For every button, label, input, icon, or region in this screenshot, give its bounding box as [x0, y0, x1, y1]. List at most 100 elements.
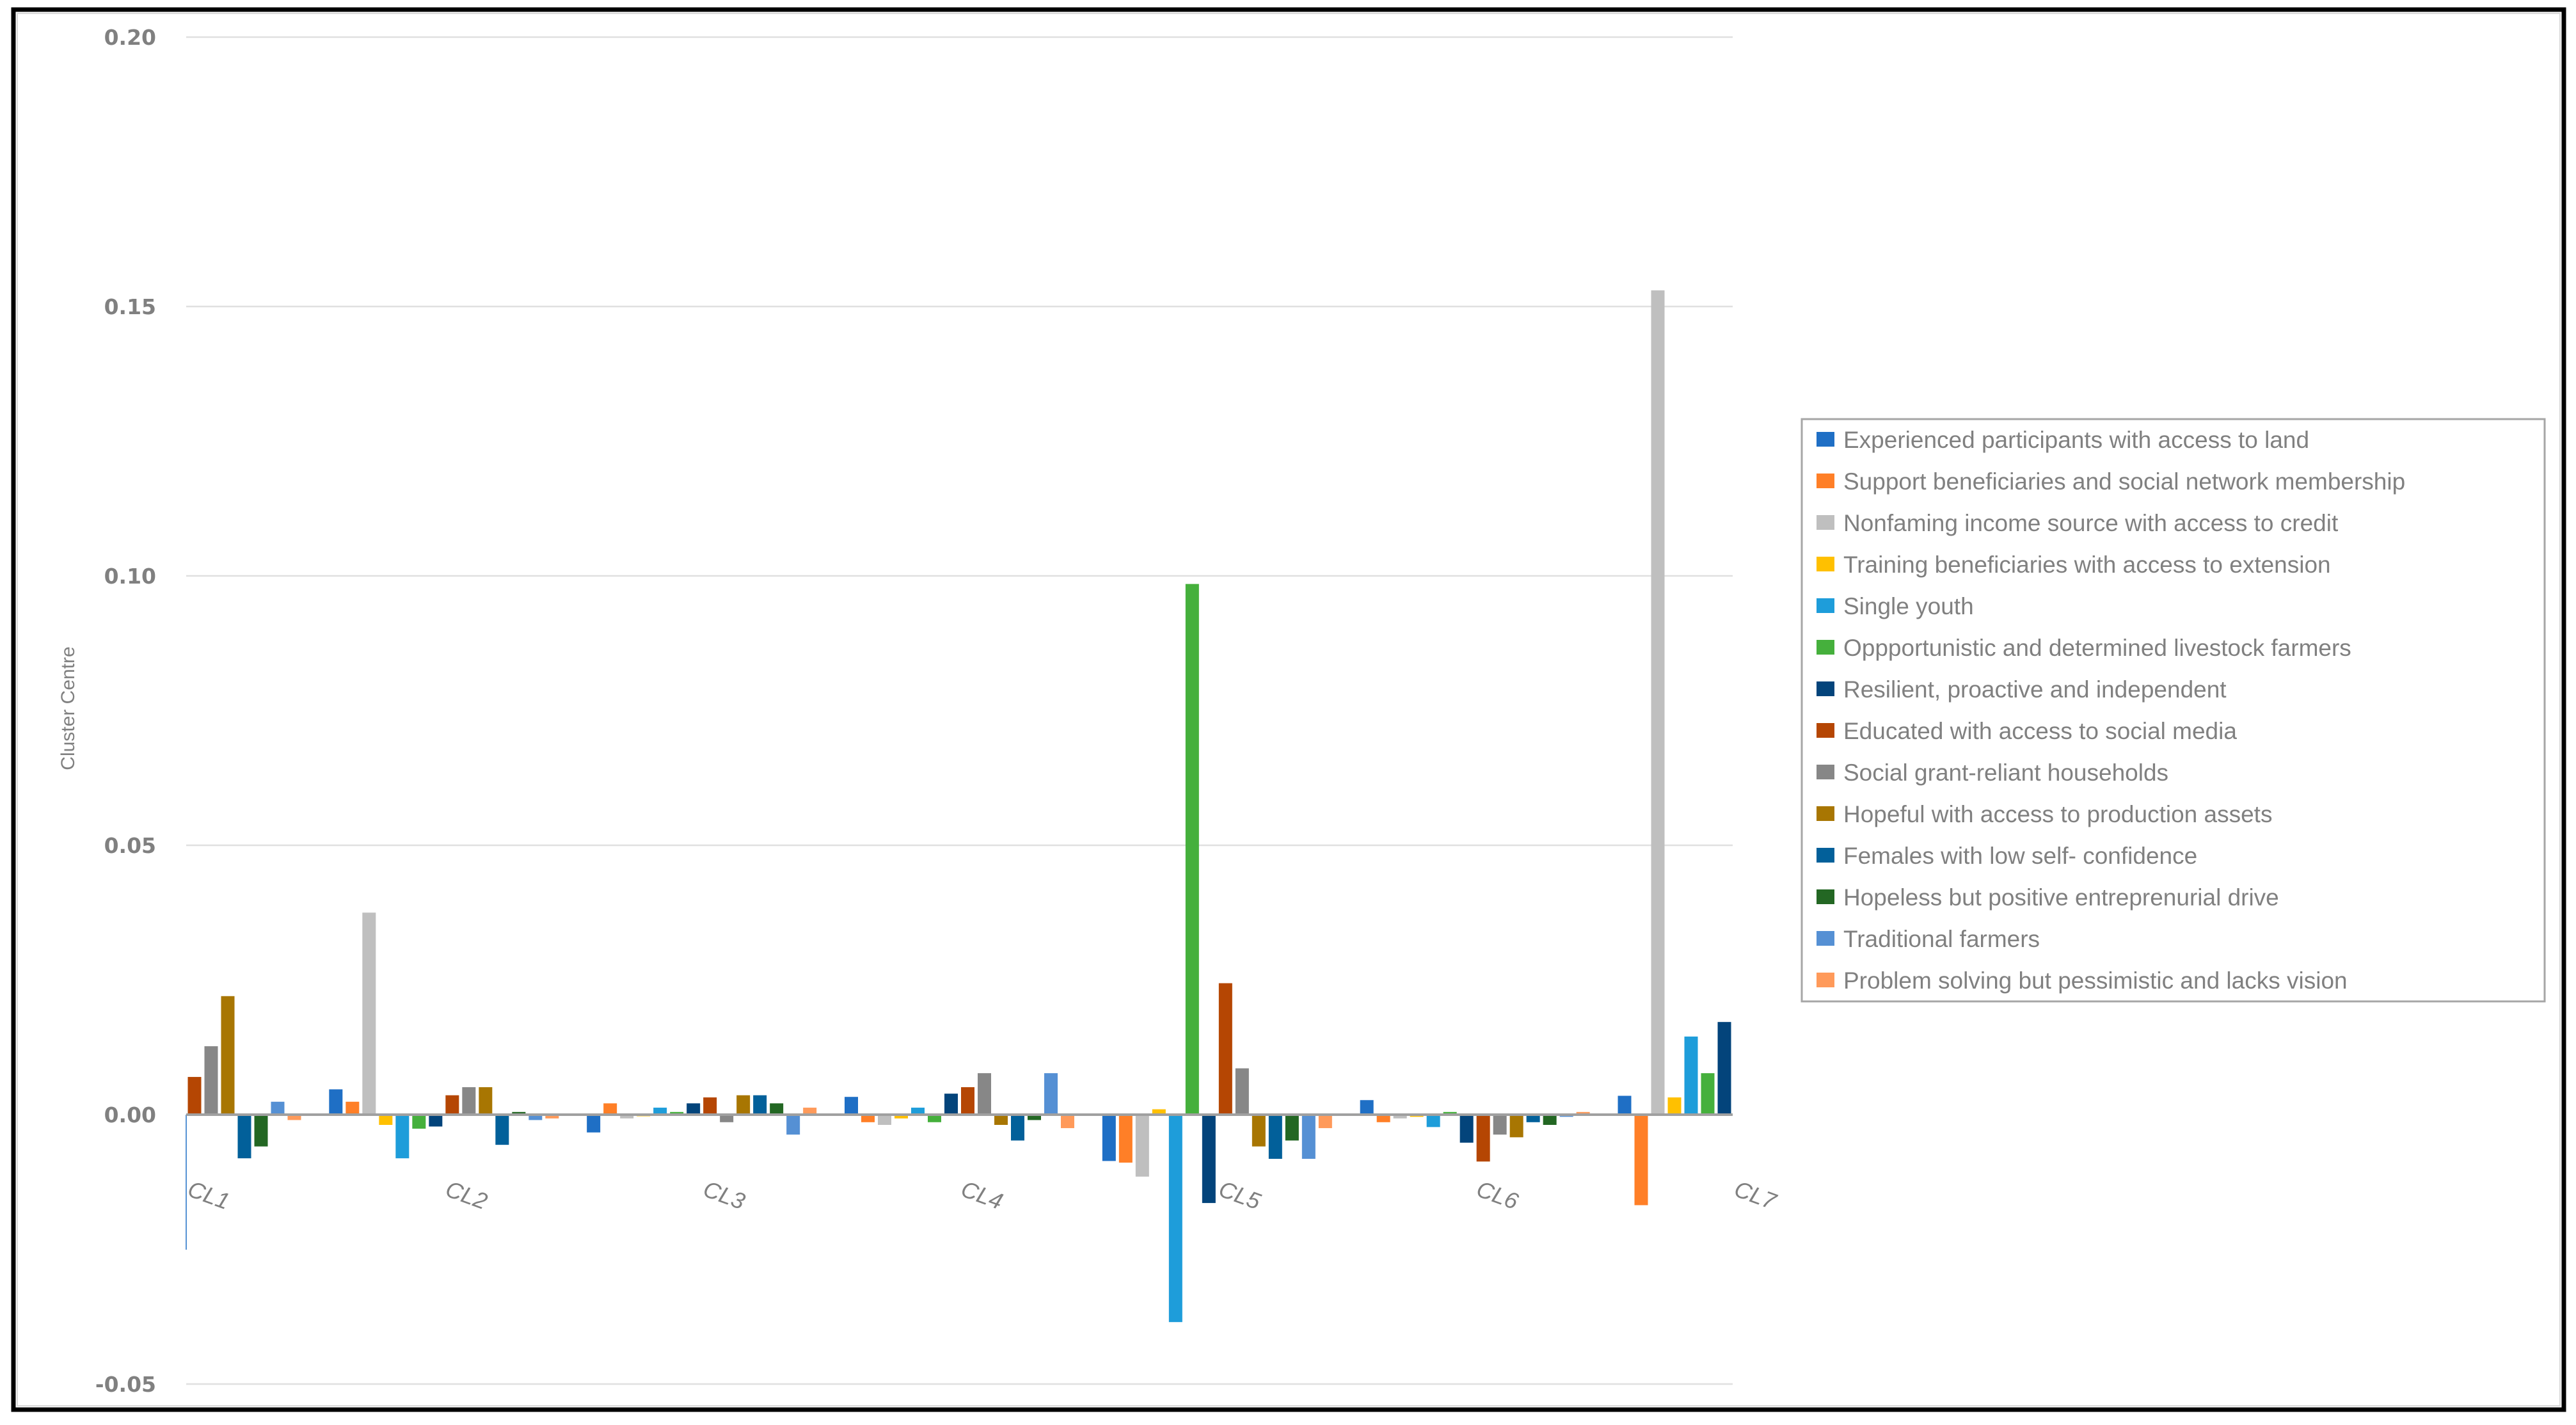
bar: [445, 1095, 459, 1115]
bar: [928, 1115, 941, 1122]
legend-swatch: [1817, 474, 1834, 488]
y-tick-label: 0.20: [104, 25, 156, 50]
bar: [1102, 1115, 1116, 1161]
bar: [1667, 1097, 1682, 1115]
y-axis-label: Cluster Centre: [58, 646, 79, 770]
legend-swatch: [1817, 889, 1834, 904]
y-tick-label: 0.05: [104, 833, 156, 858]
bar: [429, 1115, 443, 1127]
bar: [287, 1115, 301, 1120]
y-tick-label: 0.15: [104, 294, 156, 319]
legend-item: Experienced participants with access to …: [1817, 427, 2309, 453]
legend-label: Females with low self- confidence: [1843, 843, 2197, 869]
y-tick-label: -0.05: [95, 1372, 156, 1397]
bar: [329, 1089, 343, 1115]
bar: [1218, 983, 1232, 1115]
y-tick-label: 0.10: [104, 564, 156, 589]
legend-item: Nonfaming income source with access to c…: [1817, 510, 2339, 536]
bar: [1526, 1115, 1540, 1122]
bar: [1493, 1115, 1507, 1135]
legend-label: Resilient, proactive and independent: [1843, 676, 2227, 703]
legend-label: Educated with access to social media: [1843, 718, 2237, 744]
bar: [770, 1103, 784, 1115]
bar: [362, 912, 376, 1115]
bar: [944, 1094, 958, 1115]
bar: [911, 1108, 925, 1115]
legend-swatch: [1817, 931, 1834, 946]
bar: [1185, 584, 1199, 1115]
bar: [1202, 1115, 1216, 1204]
legend-item: Hopeful with access to production assets: [1817, 801, 2272, 827]
legend-label: Support beneficiaries and social network…: [1843, 468, 2405, 495]
legend-label: Hopeful with access to production assets: [1843, 801, 2272, 827]
legend-label: Traditional farmers: [1843, 926, 2040, 952]
legend-swatch: [1817, 557, 1834, 571]
chart-inner-border: [17, 13, 2561, 1406]
legend-label: Social grant-reliant households: [1843, 760, 2168, 786]
bar: [462, 1087, 476, 1115]
legend-item: Females with low self- confidence: [1817, 843, 2197, 869]
bar: [271, 1101, 285, 1115]
legend-label: Single youth: [1843, 593, 1974, 619]
bar: [1118, 1115, 1133, 1163]
bar: [803, 1108, 817, 1115]
bar: [978, 1073, 991, 1115]
bar: [961, 1087, 974, 1115]
bar: [1701, 1073, 1715, 1115]
bars: [187, 290, 1731, 1323]
legend-item: Support beneficiaries and social network…: [1817, 468, 2405, 495]
bar: [1028, 1115, 1041, 1120]
bar: [495, 1115, 509, 1145]
bar: [1235, 1068, 1249, 1115]
bar: [204, 1046, 218, 1115]
legend-swatch: [1817, 515, 1834, 530]
gridlines: [186, 36, 1733, 1385]
bar: [1061, 1115, 1074, 1129]
bar: [653, 1108, 667, 1115]
bar: [753, 1095, 767, 1115]
y-axis-ticks: 0.20 0.15 0.10 0.05 0.00 -0.05: [95, 25, 156, 1397]
bar: [845, 1097, 858, 1115]
bar: [1135, 1115, 1149, 1177]
legend-item: Training beneficiaries with access to ex…: [1817, 552, 2331, 578]
legend-item: Traditional farmers: [1817, 926, 2040, 952]
bar: [1285, 1115, 1299, 1141]
bar: [529, 1115, 543, 1120]
bar: [1717, 1022, 1731, 1115]
bar: [861, 1115, 875, 1122]
legend-swatch: [1817, 806, 1834, 821]
legend-swatch: [1817, 640, 1834, 655]
legend-swatch: [1817, 848, 1834, 863]
bar: [1476, 1115, 1490, 1162]
bar: [894, 1115, 908, 1119]
bar: [1459, 1115, 1474, 1143]
legend-item: Hopeless but positive entreprenurial dri…: [1817, 884, 2279, 911]
legend-item: Educated with access to social media: [1817, 718, 2237, 744]
bar: [620, 1115, 634, 1119]
legend-swatch: [1817, 432, 1834, 447]
bar: [1543, 1115, 1557, 1125]
legend-swatch: [1817, 681, 1834, 696]
bar: [395, 1115, 409, 1159]
bar: [736, 1095, 751, 1115]
bar: [479, 1087, 493, 1115]
legend-label: Hopeless but positive entreprenurial dri…: [1843, 884, 2279, 911]
bar: [786, 1115, 800, 1135]
legend-swatch: [1817, 765, 1834, 779]
legend-label: Problem solving but pessimistic and lack…: [1843, 967, 2348, 994]
bar: [1252, 1115, 1266, 1147]
bar: [221, 996, 235, 1115]
bar: [1360, 1100, 1374, 1115]
legend-item: Oppportunistic and determined livestock …: [1817, 635, 2351, 661]
legend-swatch: [1817, 723, 1834, 738]
bar: [1152, 1109, 1166, 1115]
bar: [1168, 1115, 1182, 1323]
legend-box: [1801, 418, 2546, 1003]
bar: [237, 1115, 251, 1159]
bar: [1393, 1115, 1407, 1119]
bar: [670, 1111, 684, 1115]
bar: [720, 1115, 734, 1122]
legend-label: Nonfaming income source with access to c…: [1843, 510, 2339, 536]
legend-item: Social grant-reliant households: [1817, 760, 2168, 786]
